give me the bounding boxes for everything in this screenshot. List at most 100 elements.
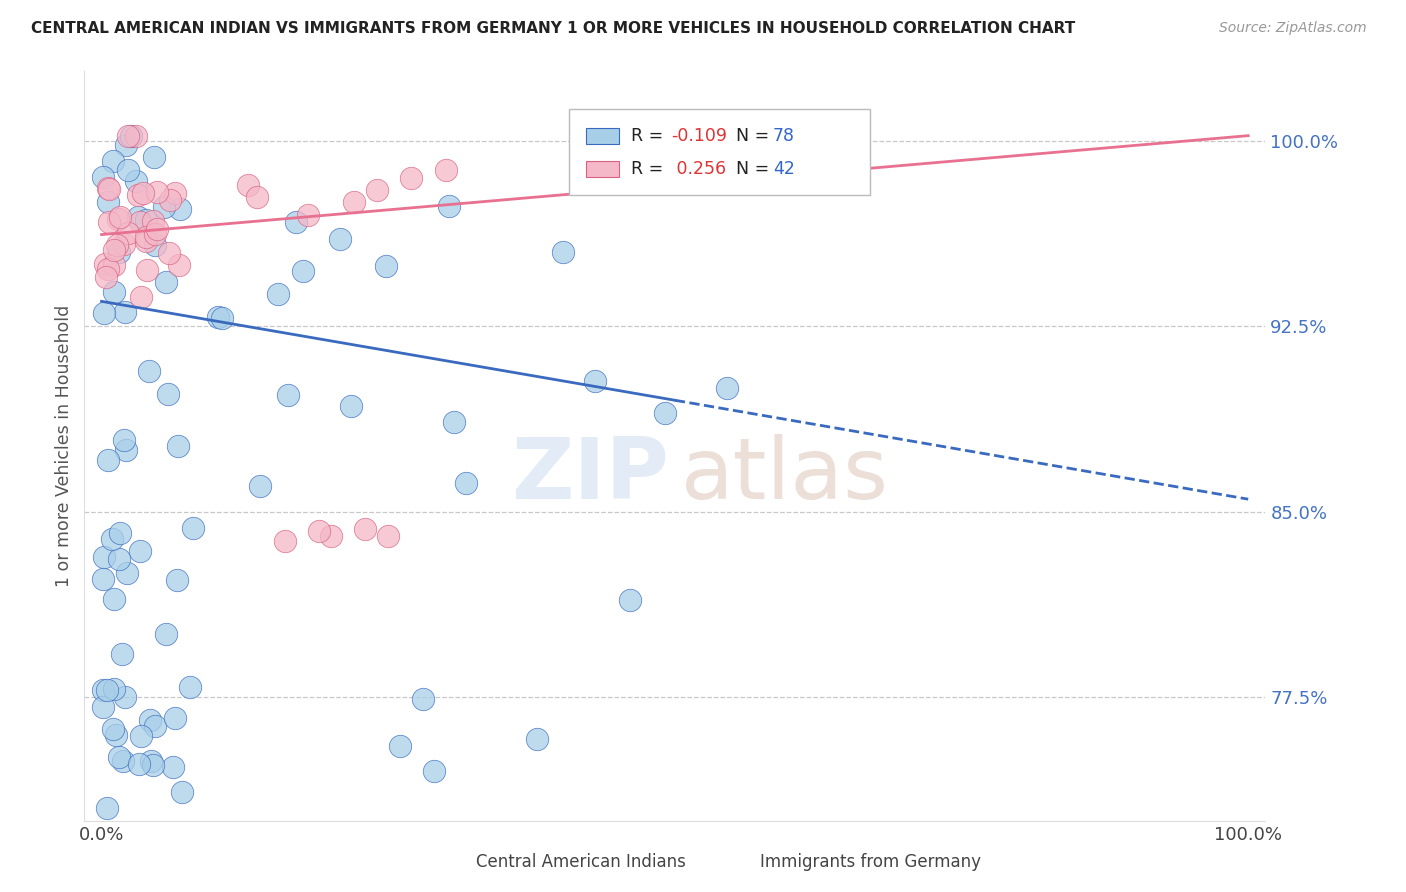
Point xyxy=(120,129,142,144)
Point xyxy=(97,194,120,209)
Point xyxy=(103,259,125,273)
Point xyxy=(128,215,150,229)
Point xyxy=(139,754,162,768)
Point xyxy=(159,194,181,208)
Point xyxy=(167,439,190,453)
Point xyxy=(96,682,118,697)
Point xyxy=(319,529,342,543)
Point xyxy=(115,138,138,153)
Point xyxy=(267,286,290,301)
Point xyxy=(97,182,120,196)
Text: 78: 78 xyxy=(773,128,794,145)
Point xyxy=(111,647,134,661)
Point xyxy=(155,627,177,641)
Point xyxy=(284,215,307,229)
Point xyxy=(105,728,128,742)
Point xyxy=(388,739,411,754)
Point xyxy=(112,237,135,252)
Point xyxy=(127,210,149,224)
Point xyxy=(132,186,155,201)
Point xyxy=(156,386,179,401)
Point xyxy=(93,550,115,565)
Y-axis label: 1 or more Vehicles in Household: 1 or more Vehicles in Household xyxy=(55,305,73,587)
Text: atlas: atlas xyxy=(681,434,889,517)
Point xyxy=(354,522,377,536)
Point xyxy=(103,243,125,257)
Point xyxy=(101,154,124,169)
Point xyxy=(211,310,233,325)
Text: R =: R = xyxy=(631,128,669,145)
Point xyxy=(377,529,399,543)
Point xyxy=(443,415,465,429)
Point xyxy=(157,245,180,260)
Point xyxy=(136,263,159,277)
Point xyxy=(101,532,124,546)
Point xyxy=(91,572,114,586)
Point xyxy=(135,229,157,244)
Point xyxy=(103,682,125,697)
Point xyxy=(249,479,271,493)
Point xyxy=(146,185,169,199)
Point xyxy=(101,722,124,736)
Text: Immigrants from Germany: Immigrants from Germany xyxy=(759,853,981,871)
Point xyxy=(297,208,319,222)
Text: 0.256: 0.256 xyxy=(671,161,727,178)
Point xyxy=(91,169,114,184)
Text: N =: N = xyxy=(737,128,775,145)
Point xyxy=(138,364,160,378)
Point xyxy=(117,162,139,177)
Text: Source: ZipAtlas.com: Source: ZipAtlas.com xyxy=(1219,21,1367,36)
Point xyxy=(125,128,148,143)
Point xyxy=(114,305,136,319)
Point xyxy=(97,215,120,229)
Point xyxy=(91,699,114,714)
Point xyxy=(366,183,388,197)
Text: ZIP: ZIP xyxy=(512,434,669,517)
Point xyxy=(131,290,153,304)
Point xyxy=(166,573,188,587)
Point xyxy=(117,128,139,143)
Point xyxy=(91,683,114,698)
Point xyxy=(172,785,194,799)
Point xyxy=(274,534,297,549)
Point xyxy=(437,199,460,213)
Bar xyxy=(586,161,620,178)
Point xyxy=(117,226,139,240)
Point xyxy=(375,259,398,273)
Text: CENTRAL AMERICAN INDIAN VS IMMIGRANTS FROM GERMANY 1 OR MORE VEHICLES IN HOUSEHO: CENTRAL AMERICAN INDIAN VS IMMIGRANTS FR… xyxy=(31,21,1076,37)
Point xyxy=(105,238,128,252)
Point xyxy=(145,719,167,733)
Text: N =: N = xyxy=(737,161,775,178)
Point xyxy=(143,238,166,252)
Point xyxy=(129,729,152,743)
Point xyxy=(108,552,131,566)
Point xyxy=(343,195,366,210)
Bar xyxy=(716,854,749,870)
Point xyxy=(179,680,201,694)
Point xyxy=(399,170,422,185)
Point xyxy=(97,181,120,195)
Point xyxy=(246,189,269,203)
Point xyxy=(292,263,315,277)
Point xyxy=(169,202,191,216)
Point xyxy=(114,433,136,447)
Point xyxy=(181,521,204,535)
Point xyxy=(97,453,120,467)
Point xyxy=(143,227,166,241)
Point xyxy=(207,310,229,325)
Point xyxy=(108,245,131,260)
Point xyxy=(129,544,152,558)
Bar xyxy=(433,854,465,870)
Point xyxy=(526,732,548,747)
Point xyxy=(108,210,131,224)
Point xyxy=(162,760,184,774)
Point xyxy=(716,381,738,395)
Point xyxy=(115,566,138,581)
Point xyxy=(412,692,434,706)
Point xyxy=(111,754,134,768)
Point xyxy=(125,174,148,188)
Point xyxy=(114,690,136,705)
Point xyxy=(423,764,446,779)
Point xyxy=(142,214,165,228)
Point xyxy=(146,222,169,236)
